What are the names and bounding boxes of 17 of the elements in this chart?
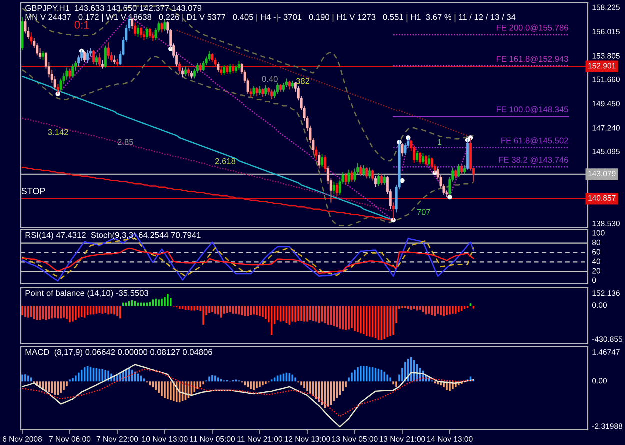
- series-label: FE 61.8@145.502: [502, 138, 568, 145]
- annotation: 707: [417, 209, 430, 216]
- annotation: 3.142: [48, 129, 68, 136]
- annotation: 0:1: [74, 21, 90, 29]
- series-label: FE 100.0@148.345: [496, 106, 568, 114]
- series-label: FE 38.2 @143.746: [499, 156, 568, 164]
- series-label: FE 161.8@152.943: [496, 56, 568, 64]
- annotation: 382: [296, 78, 310, 84]
- annotation: 2.85: [118, 139, 134, 146]
- series-label: FE 200.0@155.786: [496, 24, 568, 32]
- annotation: 0.40: [262, 76, 278, 82]
- chart-title: Point of balance (14,10) -35.5503: [26, 290, 148, 298]
- annotation: STOP: [22, 188, 46, 194]
- chart-title: MACD (8,17,9) 0.06642 0.00000 0.08127 0.04806: [26, 349, 212, 357]
- annotation: 2.618: [216, 158, 236, 164]
- chart-title: GBPJPY,H1 143.633 143.650 142.377 143.079: [26, 5, 202, 12]
- annotation: 1: [438, 139, 442, 146]
